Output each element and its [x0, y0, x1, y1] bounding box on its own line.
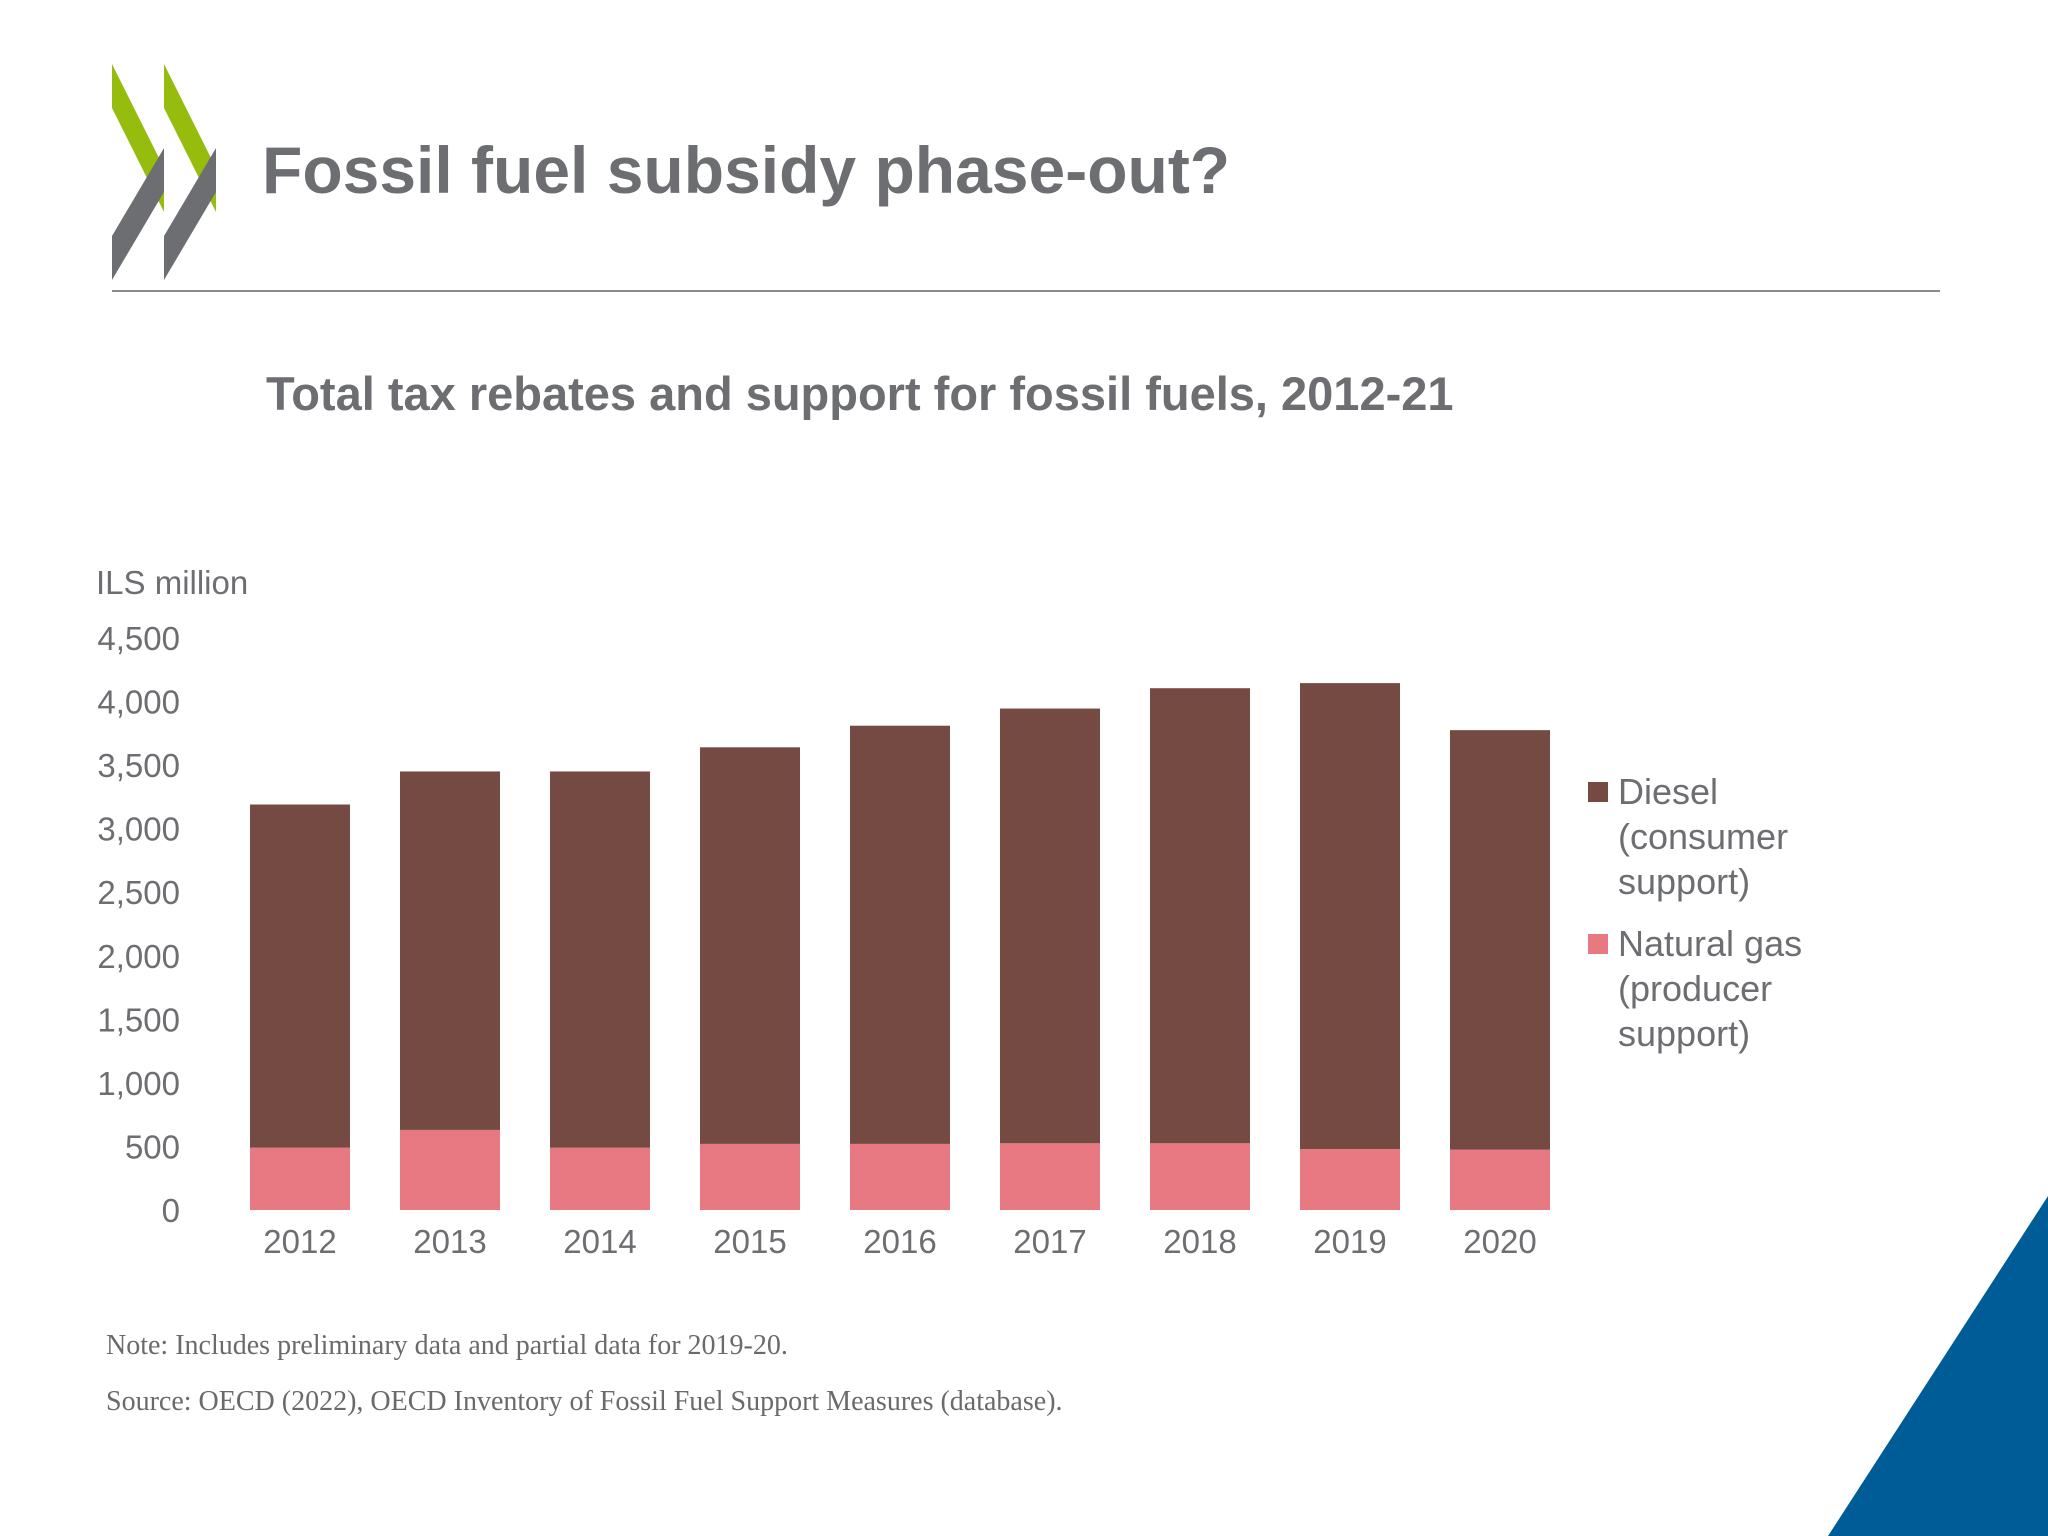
bar-natural-gas: [700, 1143, 800, 1210]
legend-swatch: [1588, 782, 1608, 802]
bar-natural-gas: [250, 1147, 350, 1210]
bar-natural-gas: [1450, 1149, 1550, 1210]
bar-natural-gas: [400, 1129, 500, 1210]
y-tick-label: 2,500: [97, 874, 180, 911]
y-tick-label: 3,500: [97, 747, 180, 784]
bar-natural-gas: [1150, 1143, 1250, 1210]
bar-natural-gas: [850, 1143, 950, 1210]
bar-diesel: [850, 725, 950, 1144]
y-tick-label: 2,000: [97, 938, 180, 975]
x-tick-label: 2012: [263, 1223, 336, 1260]
chart-note: Note: Includes preliminary data and part…: [106, 1330, 788, 1361]
y-axis-label: ILS million: [96, 564, 248, 601]
legend-label: (consumer: [1618, 816, 1788, 857]
x-tick-label: 2018: [1163, 1223, 1236, 1260]
bar-diesel: [250, 804, 350, 1148]
bar-diesel: [1150, 688, 1250, 1144]
legend-label: (producer: [1618, 968, 1772, 1009]
x-tick-label: 2017: [1013, 1223, 1086, 1260]
bar-diesel: [1000, 708, 1100, 1144]
x-tick-label: 2019: [1313, 1223, 1386, 1260]
chart-title: Total tax rebates and support for fossil…: [266, 367, 1454, 420]
oecd-chevrons-logo-icon: [112, 64, 216, 280]
bar-natural-gas: [1000, 1143, 1100, 1210]
bar-diesel: [550, 771, 650, 1148]
y-tick-label: 4,500: [97, 620, 180, 657]
bar-diesel: [1450, 730, 1550, 1150]
x-tick-label: 2020: [1463, 1223, 1536, 1260]
legend-swatch: [1588, 934, 1608, 954]
x-tick-label: 2015: [713, 1223, 786, 1260]
stacked-bar-chart: ILS million 0 500 1,000 1,500 2,000 2,500 3,000…: [96, 564, 1802, 1260]
corner-accent: [1828, 1196, 2048, 1536]
logo-chevron-left-grey: [112, 148, 164, 280]
title-divider: [112, 290, 1940, 292]
y-tick-label: 500: [125, 1128, 180, 1165]
y-tick-label: 4,000: [97, 684, 180, 721]
y-tick-label: 1,500: [97, 1001, 180, 1038]
logo-chevron-right-grey: [164, 148, 216, 280]
y-tick-label: 3,000: [97, 811, 180, 848]
slide-title: Fossil fuel subsidy phase-out?: [262, 133, 1231, 207]
chart-source: Source: OECD (2022), OECD Inventory of F…: [106, 1386, 1063, 1417]
bar-diesel: [700, 747, 800, 1144]
legend-label: Diesel: [1618, 771, 1718, 812]
bar-natural-gas: [550, 1147, 650, 1210]
y-tick-label: 0: [162, 1192, 180, 1229]
x-tick-label: 2016: [863, 1223, 936, 1260]
legend-label: support): [1618, 1013, 1750, 1054]
legend-label: support): [1618, 861, 1750, 902]
corner-triangle: [1828, 1196, 2048, 1536]
bar-natural-gas: [1300, 1148, 1400, 1210]
y-tick-label: 1,000: [97, 1065, 180, 1102]
bar-diesel: [1300, 683, 1400, 1149]
legend-label: Natural gas: [1618, 923, 1802, 964]
bar-diesel: [400, 771, 500, 1130]
x-tick-label: 2014: [563, 1223, 636, 1260]
x-tick-label: 2013: [413, 1223, 486, 1260]
